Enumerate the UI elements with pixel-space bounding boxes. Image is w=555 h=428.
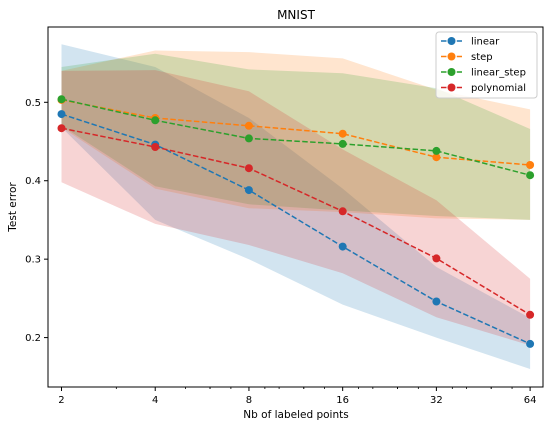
point-polynomial-4 <box>151 143 160 151</box>
legend-label-linear-step: linear_step <box>471 68 526 79</box>
point-linear-32 <box>432 297 441 306</box>
band-polynomial <box>61 70 531 346</box>
point-polynomial-8 <box>244 164 253 173</box>
series-markers <box>57 95 535 348</box>
point-step-32 <box>432 153 441 162</box>
point-polynomial-2 <box>57 124 66 133</box>
band-linear-step <box>61 53 531 220</box>
x-tick-label: 64 <box>524 395 537 406</box>
legend-label-step: step <box>471 52 493 63</box>
legend: linear step linear_step polynomial <box>435 31 538 99</box>
line-polynomial <box>61 127 531 316</box>
point-polynomial-64 <box>526 310 535 319</box>
point-linear-2 <box>57 110 66 119</box>
x-tick-label: 32 <box>430 395 443 406</box>
y-axis: 0.2 0.3 0.4 0.5 <box>25 98 48 344</box>
x-axis-label: Nb of labeled points <box>243 409 348 421</box>
legend-marker-step <box>447 52 456 61</box>
legend-marker-linear <box>447 37 456 45</box>
line-step <box>61 99 531 166</box>
point-polynomial-16 <box>338 207 347 216</box>
point-step-8 <box>244 121 253 130</box>
x-tick-label: 16 <box>336 395 349 406</box>
x-tick-label: 4 <box>152 395 158 406</box>
plot-frame <box>47 26 544 388</box>
point-linear-step-2 <box>57 95 66 104</box>
point-linear-64 <box>526 339 535 348</box>
point-linear-step-64 <box>526 171 535 180</box>
x-tick-label: 8 <box>246 395 252 406</box>
point-polynomial-32 <box>432 254 441 263</box>
y-tick-label: 0.2 <box>25 333 41 344</box>
legend-marker-linear-step <box>447 68 456 76</box>
legend-label-polynomial: polynomial <box>471 83 526 94</box>
y-tick-label: 0.4 <box>25 176 41 187</box>
chart-title: MNIST <box>277 8 315 22</box>
legend-marker-polynomial <box>447 83 456 92</box>
point-linear-step-32 <box>432 146 441 155</box>
y-axis-label: Test error <box>7 182 19 233</box>
line-linear-step <box>61 98 531 176</box>
x-axis: 2 4 8 16 32 64 <box>58 387 536 406</box>
y-tick-label: 0.5 <box>25 98 41 109</box>
point-linear-8 <box>244 186 253 195</box>
point-step-16 <box>338 129 347 138</box>
point-linear-step-16 <box>338 139 347 148</box>
y-tick-label: 0.3 <box>25 255 41 266</box>
point-linear-step-4 <box>151 116 160 125</box>
point-linear-step-8 <box>244 134 253 143</box>
line-linear <box>61 113 531 345</box>
legend-box <box>435 31 538 99</box>
legend-label-linear: linear <box>471 37 500 48</box>
series-lines <box>61 98 531 345</box>
band-step <box>61 50 531 220</box>
x-tick-label: 2 <box>58 395 64 406</box>
point-linear-16 <box>338 242 347 251</box>
point-step-64 <box>526 161 535 169</box>
